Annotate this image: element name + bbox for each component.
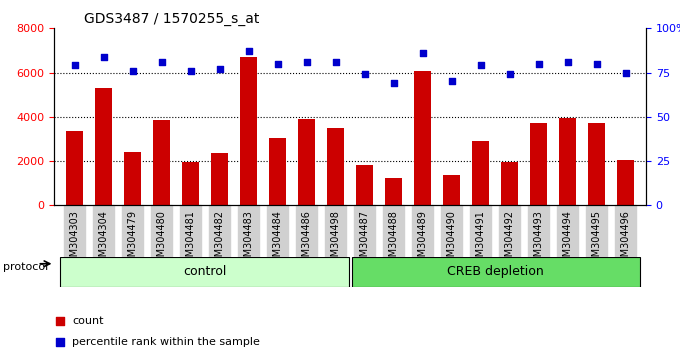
Text: GDS3487 / 1570255_s_at: GDS3487 / 1570255_s_at — [84, 12, 259, 26]
Text: count: count — [72, 316, 103, 326]
Point — [185, 68, 196, 74]
Point — [388, 80, 399, 86]
Point — [533, 61, 544, 67]
Point — [301, 59, 312, 65]
Point — [398, 56, 409, 62]
Bar — [588, 124, 605, 205]
Bar — [385, 178, 403, 205]
Point — [330, 59, 341, 65]
Bar — [211, 153, 228, 205]
Bar — [501, 162, 518, 205]
Text: control: control — [184, 265, 227, 278]
Point — [505, 72, 515, 77]
Bar — [327, 128, 344, 205]
Point — [69, 63, 80, 68]
Bar — [414, 72, 431, 205]
Bar — [472, 141, 490, 205]
Bar — [559, 118, 577, 205]
Point — [446, 79, 457, 84]
Point — [98, 54, 109, 59]
Point — [243, 48, 254, 54]
Bar — [153, 120, 171, 205]
Text: CREB depletion: CREB depletion — [447, 265, 543, 278]
Point — [592, 61, 602, 67]
FancyBboxPatch shape — [61, 257, 349, 287]
Point — [359, 72, 370, 77]
Bar — [269, 138, 286, 205]
Point — [214, 66, 225, 72]
Bar — [298, 119, 316, 205]
Text: protocol: protocol — [3, 262, 49, 272]
Point — [620, 70, 631, 75]
Bar — [66, 131, 84, 205]
Bar — [182, 162, 199, 205]
Bar — [356, 166, 373, 205]
Bar — [240, 57, 258, 205]
FancyBboxPatch shape — [352, 257, 640, 287]
Point — [127, 68, 138, 74]
Text: percentile rank within the sample: percentile rank within the sample — [72, 337, 260, 347]
Point — [272, 61, 283, 67]
Bar — [443, 176, 460, 205]
Point — [562, 59, 573, 65]
Point — [156, 59, 167, 65]
Bar — [124, 152, 141, 205]
Point — [475, 63, 486, 68]
Bar — [530, 124, 547, 205]
Point — [418, 50, 428, 56]
Bar — [617, 160, 634, 205]
Point — [398, 249, 409, 255]
Bar — [95, 88, 112, 205]
